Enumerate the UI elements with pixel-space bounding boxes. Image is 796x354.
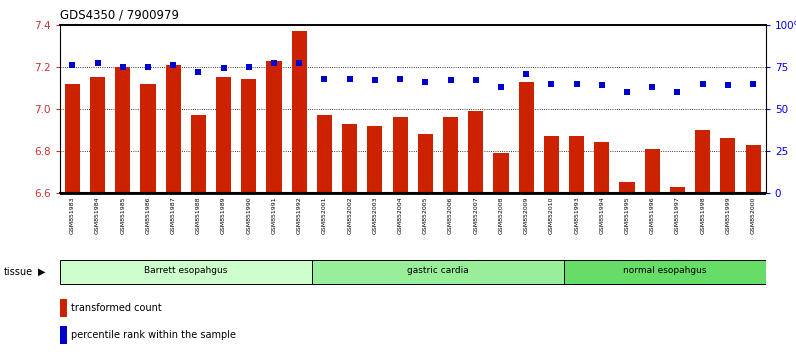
Text: GSM852004: GSM852004 xyxy=(398,196,403,234)
Text: tissue: tissue xyxy=(4,267,33,277)
Bar xyxy=(670,187,685,193)
Bar xyxy=(595,143,610,193)
Text: GSM851997: GSM851997 xyxy=(675,196,680,234)
Bar xyxy=(115,67,131,193)
Text: GSM851987: GSM851987 xyxy=(170,196,176,234)
Bar xyxy=(60,299,68,317)
Bar xyxy=(519,81,534,193)
Text: GSM851985: GSM851985 xyxy=(120,196,125,234)
Bar xyxy=(90,77,105,193)
Bar xyxy=(645,149,660,193)
Bar xyxy=(342,124,357,193)
Bar xyxy=(695,130,710,193)
Text: GSM852010: GSM852010 xyxy=(549,196,554,234)
Text: GSM851994: GSM851994 xyxy=(599,196,604,234)
Text: transformed count: transformed count xyxy=(71,303,162,313)
Text: GSM851993: GSM851993 xyxy=(574,196,579,234)
Text: percentile rank within the sample: percentile rank within the sample xyxy=(71,330,236,341)
Text: GSM852005: GSM852005 xyxy=(423,196,427,234)
Text: gastric cardia: gastric cardia xyxy=(407,266,469,275)
Text: GSM851990: GSM851990 xyxy=(246,196,252,234)
Bar xyxy=(443,117,458,193)
Text: GSM851986: GSM851986 xyxy=(146,196,150,234)
Text: GSM851984: GSM851984 xyxy=(95,196,100,234)
Text: GSM852003: GSM852003 xyxy=(373,196,377,234)
Text: normal esopahgus: normal esopahgus xyxy=(623,266,707,275)
Text: GSM851989: GSM851989 xyxy=(221,196,226,234)
Bar xyxy=(544,136,559,193)
Bar xyxy=(191,115,206,193)
Bar xyxy=(166,65,181,193)
Text: GSM851992: GSM851992 xyxy=(297,196,302,234)
Text: GSM852008: GSM852008 xyxy=(498,196,504,234)
Text: GSM852009: GSM852009 xyxy=(524,196,529,234)
Text: GSM851991: GSM851991 xyxy=(271,196,276,234)
Text: GSM851999: GSM851999 xyxy=(725,196,731,234)
FancyBboxPatch shape xyxy=(564,260,766,284)
Bar xyxy=(720,138,736,193)
Text: GSM852006: GSM852006 xyxy=(448,196,453,234)
Text: GSM851988: GSM851988 xyxy=(196,196,201,234)
FancyBboxPatch shape xyxy=(60,260,312,284)
Text: GSM852001: GSM852001 xyxy=(322,196,327,234)
Bar xyxy=(619,182,634,193)
FancyBboxPatch shape xyxy=(312,260,564,284)
Text: GSM851998: GSM851998 xyxy=(700,196,705,234)
Bar xyxy=(468,111,483,193)
Bar xyxy=(140,84,155,193)
Text: GDS4350 / 7900979: GDS4350 / 7900979 xyxy=(60,9,178,22)
Text: GSM851996: GSM851996 xyxy=(650,196,655,234)
Bar xyxy=(60,326,68,344)
Bar xyxy=(367,126,382,193)
Bar xyxy=(392,117,408,193)
Bar xyxy=(216,77,231,193)
Text: Barrett esopahgus: Barrett esopahgus xyxy=(144,266,228,275)
Bar xyxy=(494,153,509,193)
Text: GSM851983: GSM851983 xyxy=(70,196,75,234)
Bar xyxy=(291,31,306,193)
Bar xyxy=(569,136,584,193)
Bar xyxy=(317,115,332,193)
Bar xyxy=(267,61,282,193)
Bar xyxy=(746,144,761,193)
Text: GSM852007: GSM852007 xyxy=(474,196,478,234)
Text: GSM851995: GSM851995 xyxy=(625,196,630,234)
Text: GSM852000: GSM852000 xyxy=(751,196,755,234)
Bar xyxy=(241,79,256,193)
Bar xyxy=(418,134,433,193)
Text: ▶: ▶ xyxy=(38,267,45,277)
Bar xyxy=(64,84,80,193)
Text: GSM852002: GSM852002 xyxy=(347,196,352,234)
